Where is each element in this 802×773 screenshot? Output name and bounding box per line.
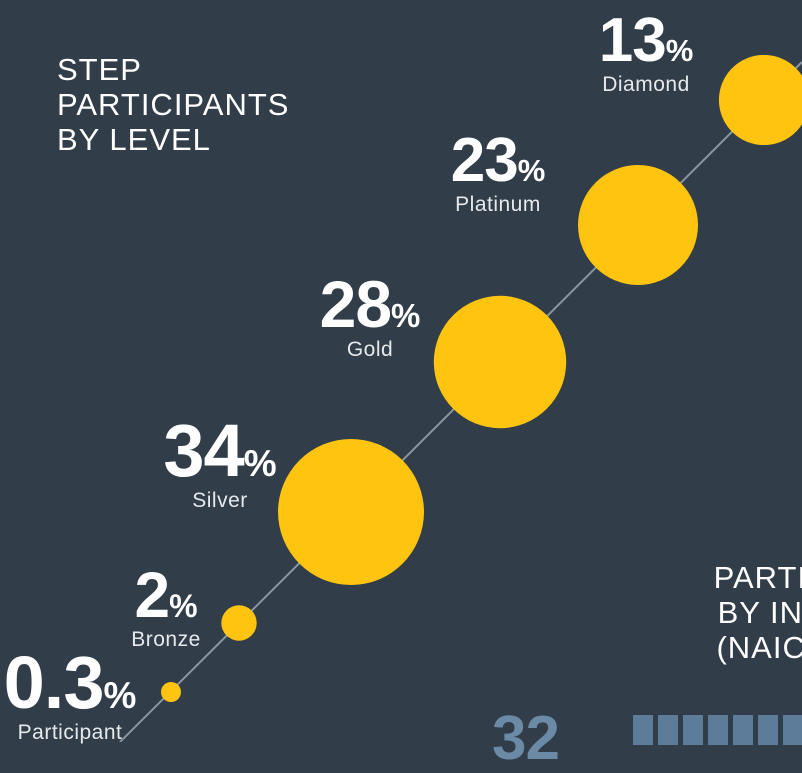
chart-title: STEP PARTICIPANTS BY LEVEL [57,52,289,157]
percent-sign: % [391,297,421,334]
industry-square [633,715,653,745]
industry-title-line: BY IND [717,595,802,630]
industry-square [658,715,678,745]
level-percent-value: 13 [598,6,667,75]
level-label-silver: 34% Silver [163,414,276,512]
level-name: Participant [17,721,123,744]
industry-square-row [633,715,802,745]
bubble-silver [278,439,424,585]
chart-title-line: STEP [57,52,142,87]
level-name: Gold [346,338,394,361]
bubble-gold [433,295,567,429]
bubble-bronze [221,605,257,641]
percent-sign: % [517,153,546,188]
bubble-participant [161,682,181,702]
percent-sign: % [169,588,198,624]
level-label-diamond: 13% Diamond [599,10,694,96]
industry-title-line: PARTIC [713,560,802,595]
chart-title-line: BY LEVEL [57,122,211,157]
percent-sign: % [103,675,137,716]
industry-section-title: PARTIC BY IND (NAICS [622,560,802,665]
level-percent-value: 34 [163,409,244,492]
level-label-gold: 28% Gold [320,271,421,360]
level-percent-value: 2 [134,559,170,631]
level-percent: 34% [163,414,276,488]
level-percent: 13% [599,10,694,72]
level-label-participant: 0.3% Participant [4,646,137,744]
level-percent: 0.3% [4,646,137,720]
level-label-bronze: 2% Bronze [131,563,201,650]
level-name: Bronze [131,628,201,651]
level-percent-value: 0.3 [3,641,105,724]
level-percent-value: 23 [450,126,519,195]
industry-square [708,715,728,745]
chart-title-line: PARTICIPANTS [57,87,290,122]
level-name: Silver [192,489,248,512]
level-label-platinum: 23% Platinum [451,130,546,216]
level-name: Platinum [455,193,541,216]
industry-square [733,715,753,745]
level-percent: 2% [134,563,197,627]
level-percent: 23% [451,130,546,192]
percent-sign: % [665,33,694,68]
bubble-diamond [718,54,802,146]
bubble-group [161,54,802,702]
industry-percent: 32 [492,704,560,773]
level-percent: 28% [320,271,421,337]
level-bubble-chart [119,54,802,742]
level-percent-value: 28 [319,267,392,341]
percent-sign: % [243,443,277,484]
industry-square [683,715,703,745]
industry-title-line: (NAICS [716,630,802,665]
industry-square [758,715,778,745]
level-name: Diamond [602,73,690,96]
industry-square [783,715,802,745]
bubble-platinum [578,165,698,285]
